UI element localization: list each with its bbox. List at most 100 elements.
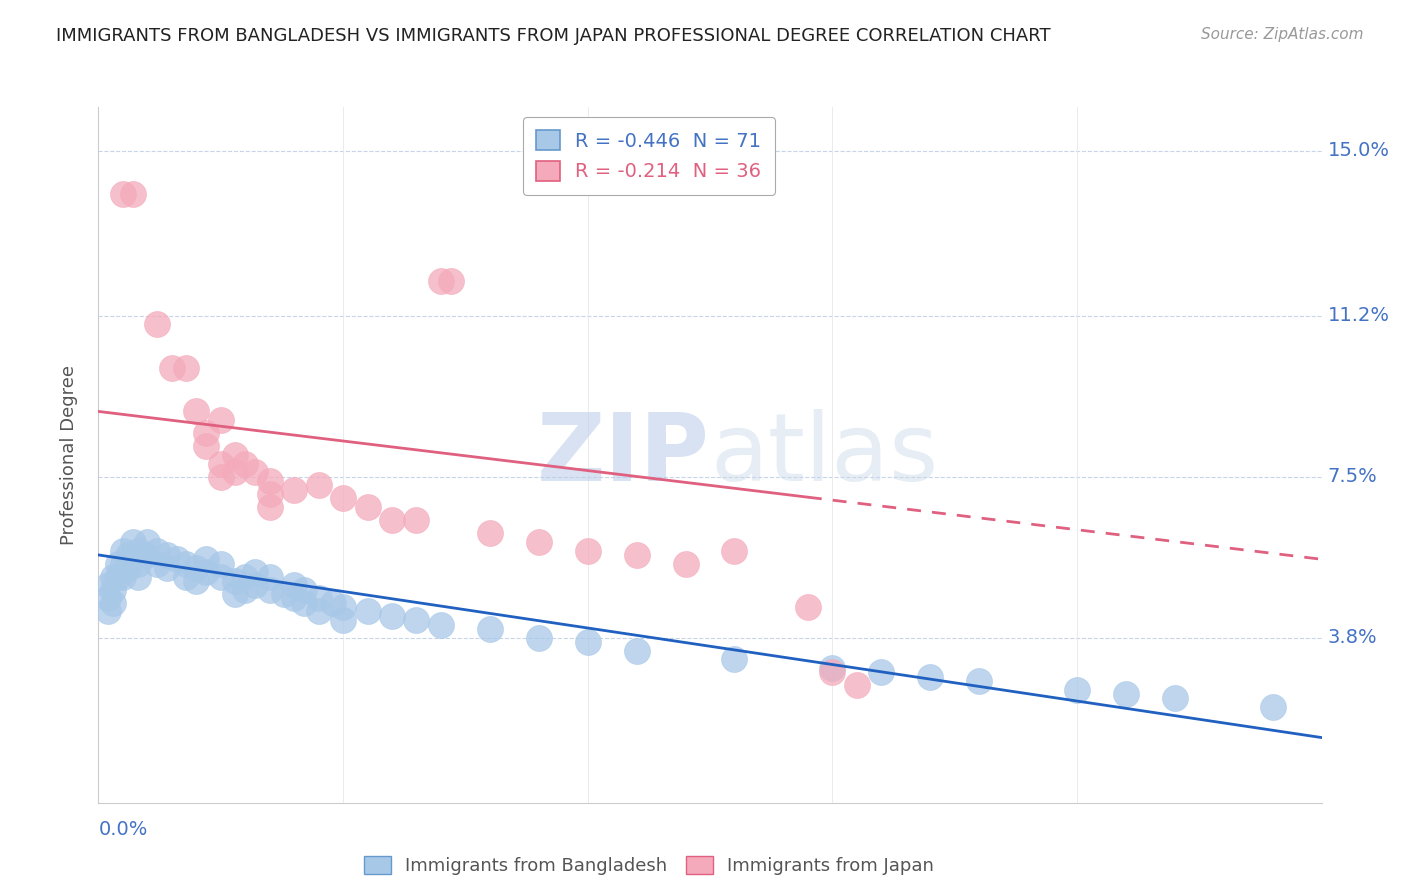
Point xyxy=(273,587,295,601)
Point xyxy=(224,574,246,588)
Point xyxy=(97,591,120,606)
Point xyxy=(121,535,143,549)
Point xyxy=(283,578,305,592)
Point xyxy=(233,570,256,584)
Point xyxy=(527,631,550,645)
Point xyxy=(209,413,232,427)
Point xyxy=(146,543,169,558)
Point xyxy=(186,404,208,418)
Legend: Immigrants from Bangladesh, Immigrants from Japan: Immigrants from Bangladesh, Immigrants f… xyxy=(354,847,943,884)
Point xyxy=(117,561,139,575)
Point xyxy=(97,605,120,619)
Point xyxy=(381,608,404,623)
Point xyxy=(186,561,208,575)
Point xyxy=(195,439,218,453)
Point xyxy=(576,635,599,649)
Point xyxy=(845,678,868,692)
Point xyxy=(156,548,179,562)
Point xyxy=(430,617,453,632)
Point xyxy=(111,570,134,584)
Point xyxy=(224,466,246,480)
Point xyxy=(243,466,266,480)
Point xyxy=(576,543,599,558)
Point xyxy=(1115,687,1137,701)
Point xyxy=(675,557,697,571)
Point xyxy=(117,548,139,562)
Point xyxy=(478,526,501,541)
Point xyxy=(146,557,169,571)
Point xyxy=(405,613,427,627)
Point xyxy=(107,570,129,584)
Point xyxy=(186,574,208,588)
Text: 0.0%: 0.0% xyxy=(98,821,148,839)
Point xyxy=(283,591,305,606)
Point xyxy=(308,478,330,492)
Point xyxy=(224,448,246,462)
Point xyxy=(160,360,183,375)
Point xyxy=(176,570,198,584)
Point xyxy=(209,557,232,571)
Text: atlas: atlas xyxy=(710,409,938,501)
Point xyxy=(797,600,820,615)
Point xyxy=(101,596,124,610)
Point xyxy=(209,469,232,483)
Point xyxy=(332,600,354,615)
Point xyxy=(821,665,844,680)
Point xyxy=(332,613,354,627)
Y-axis label: Professional Degree: Professional Degree xyxy=(59,365,77,545)
Text: Source: ZipAtlas.com: Source: ZipAtlas.com xyxy=(1201,27,1364,42)
Text: ZIP: ZIP xyxy=(537,409,710,501)
Point xyxy=(166,552,188,566)
Point xyxy=(332,491,354,506)
Text: 3.8%: 3.8% xyxy=(1327,628,1378,647)
Point xyxy=(176,557,198,571)
Point xyxy=(146,318,169,332)
Point xyxy=(723,543,745,558)
Point xyxy=(381,513,404,527)
Point xyxy=(283,483,305,497)
Point xyxy=(176,360,198,375)
Point xyxy=(111,186,134,201)
Point xyxy=(308,591,330,606)
Point xyxy=(626,548,648,562)
Point xyxy=(405,513,427,527)
Point xyxy=(322,596,344,610)
Point xyxy=(127,570,149,584)
Point xyxy=(292,596,315,610)
Point xyxy=(97,56,120,70)
Point xyxy=(259,474,281,488)
Point xyxy=(243,578,266,592)
Point xyxy=(259,487,281,501)
Point xyxy=(1261,700,1284,714)
Point xyxy=(107,557,129,571)
Point xyxy=(195,566,218,580)
Point xyxy=(195,426,218,441)
Point xyxy=(195,552,218,566)
Text: IMMIGRANTS FROM BANGLADESH VS IMMIGRANTS FROM JAPAN PROFESSIONAL DEGREE CORRELAT: IMMIGRANTS FROM BANGLADESH VS IMMIGRANTS… xyxy=(56,27,1050,45)
Point xyxy=(292,582,315,597)
Point xyxy=(224,587,246,601)
Point xyxy=(233,457,256,471)
Point xyxy=(121,186,143,201)
Point xyxy=(97,578,120,592)
Point xyxy=(308,605,330,619)
Point xyxy=(259,500,281,514)
Point xyxy=(1066,682,1088,697)
Point xyxy=(101,570,124,584)
Point xyxy=(209,570,232,584)
Point xyxy=(233,582,256,597)
Text: 7.5%: 7.5% xyxy=(1327,467,1378,486)
Point xyxy=(156,561,179,575)
Point xyxy=(356,605,378,619)
Point xyxy=(626,643,648,657)
Point xyxy=(127,557,149,571)
Point xyxy=(967,674,990,689)
Point xyxy=(527,535,550,549)
Point xyxy=(821,661,844,675)
Point xyxy=(111,543,134,558)
Point xyxy=(127,543,149,558)
Point xyxy=(1164,691,1187,706)
Point xyxy=(101,582,124,597)
Point xyxy=(243,566,266,580)
Point xyxy=(209,457,232,471)
